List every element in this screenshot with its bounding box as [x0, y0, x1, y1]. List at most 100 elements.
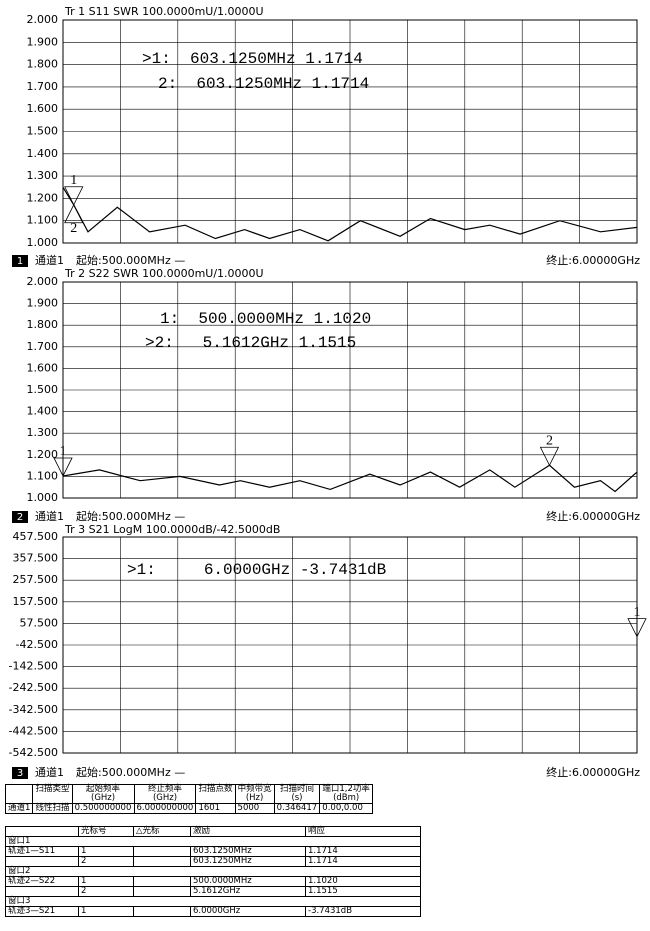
delta-marker — [133, 846, 191, 857]
table-row: 窗口2 — [5, 866, 421, 877]
marker — [627, 618, 647, 638]
table-cell: 0.346417 — [273, 803, 321, 814]
marker — [64, 186, 84, 206]
y-tick-label: 257.500 — [13, 573, 59, 586]
table-row: 光标号 △光标 激励 响应 — [5, 826, 421, 837]
marker-label: 1 — [634, 605, 641, 620]
channel-badge — [12, 511, 28, 523]
window-label: 窗口1 — [5, 836, 421, 847]
header-cell — [5, 826, 79, 837]
start-frequency: 起始:500.000MHz — — [76, 253, 185, 267]
y-tick-label: 1.400 — [27, 147, 59, 160]
stop-frequency: 终止:6.00000GHz — [546, 765, 640, 779]
header-cell: 扫描点数 — [195, 784, 236, 804]
table-cell: 5000 — [234, 803, 275, 814]
header-cell — [4, 784, 34, 804]
marker-number: 1 — [78, 876, 134, 887]
header-cell: 中频带宽 (Hz) — [234, 784, 275, 804]
trace-label: 轨迹3—S21 — [5, 906, 79, 917]
y-tick-label: 1.800 — [27, 318, 59, 331]
channel-name: 通道1 — [35, 765, 64, 779]
marker — [53, 457, 73, 477]
marker-readout: >1: 603.1250MHz 1.1714 — [142, 50, 363, 68]
trace-label: 轨迹2—S22 — [5, 876, 79, 887]
header-cell: △光标 — [133, 826, 191, 837]
y-tick-label: -142.500 — [9, 660, 58, 673]
channel-badge — [12, 255, 28, 267]
marker-number: 1 — [78, 846, 134, 857]
channel-name: 通道1 — [35, 509, 64, 523]
marker-number: 1 — [78, 906, 134, 917]
charts: 1.000 1.100 1.200 1.300 1.400 1.500 1.600 1.700… — [9, 5, 647, 779]
marker-label: 1 — [70, 173, 77, 188]
y-tick-label: 1.000 — [27, 236, 59, 249]
marker-label: 2 — [546, 433, 553, 448]
y-tick-label: -42.500 — [16, 638, 58, 651]
trace-label — [5, 856, 79, 867]
y-tick-label: 157.500 — [13, 595, 59, 608]
y-tick-label: 1.500 — [27, 383, 59, 396]
delta-marker — [133, 886, 191, 897]
marker-label: 2 — [70, 221, 77, 236]
y-tick-label: 1.300 — [27, 169, 59, 182]
y-tick-label: 1.900 — [27, 35, 59, 48]
trace-label: 轨迹1—S11 — [5, 846, 79, 857]
y-tick-label: -242.500 — [9, 681, 58, 694]
response: 1.1515 — [305, 886, 421, 897]
response: 1.1020 — [305, 876, 421, 887]
y-tick-label: 357.500 — [13, 552, 59, 565]
marker — [64, 203, 84, 224]
marker-readout: 1: 500.0000MHz 1.1020 — [160, 310, 371, 328]
table-row: 窗口3 — [5, 896, 421, 907]
table-row: 轨迹2—S22 1 500.0000MHz 1.1020 — [5, 876, 421, 887]
y-tick-label: 1.300 — [27, 426, 59, 439]
header-cell: 光标号 — [78, 826, 134, 837]
y-tick-label: 1.600 — [27, 361, 59, 374]
y-tick-label: 1.200 — [27, 448, 59, 461]
table-cell: 0.00,0.00 — [319, 803, 373, 814]
marker-label: 1 — [60, 444, 67, 459]
marker-readout: >2: 5.1612GHz 1.1515 — [145, 334, 356, 352]
table-cell: 6.000000000 — [133, 803, 197, 814]
trace — [62, 464, 638, 493]
start-frequency: 起始:500.000MHz — — [76, 765, 185, 779]
delta-marker — [133, 856, 191, 867]
marker-number: 2 — [78, 886, 134, 897]
marker-readout: 2: 603.1250MHz 1.1714 — [158, 75, 369, 93]
marker — [539, 446, 560, 467]
channel-badge — [12, 767, 28, 779]
table-row: 2 603.1250MHz 1.1714 — [5, 856, 421, 867]
y-tick-label: 1.100 — [27, 469, 59, 482]
y-tick-label: 1.900 — [27, 297, 59, 310]
table-row: 窗口1 — [5, 836, 421, 847]
trace-label — [5, 886, 79, 897]
y-tick-label: 57.500 — [20, 616, 59, 629]
window-label: 窗口3 — [5, 896, 421, 907]
header-cell: 起始频率 (GHz) — [71, 784, 135, 804]
y-tick-label: 1.600 — [27, 102, 59, 115]
y-tick-label: -442.500 — [9, 724, 58, 737]
sweep-table: 扫描类型 起始频率 (GHz) 终止频率 (GHz) 扫描点数 中频带宽 (Hz) 扫描时… — [4, 784, 373, 814]
table-row: 通道1 线性扫描 0.500000000 6.000000000 1601 5000 0.3… — [4, 803, 373, 814]
y-tick-label: 1.400 — [27, 405, 59, 418]
y-tick-label: 1.100 — [27, 214, 59, 227]
channel-name: 通道1 — [35, 253, 64, 267]
y-tick-label: -542.500 — [9, 746, 58, 759]
table-row: 轨迹3—S21 1 6.0000GHz -3.7431dB — [5, 906, 421, 917]
response: -3.7431dB — [305, 906, 421, 917]
stimulus: 5.1612GHz — [190, 886, 306, 897]
table-cell: 线性扫描 — [32, 803, 73, 814]
stimulus: 500.0000MHz — [190, 876, 306, 887]
table-row: 扫描类型 起始频率 (GHz) 终止频率 (GHz) 扫描点数 中频带宽 (Hz) 扫描时… — [4, 784, 373, 804]
table-row: 轨迹1—S11 1 603.1250MHz 1.1714 — [5, 846, 421, 857]
stop-frequency: 终止:6.00000GHz — [546, 253, 640, 267]
window-label: 窗口2 — [5, 866, 421, 877]
y-tick-label: 2.000 — [27, 13, 59, 26]
stop-frequency: 终止:6.00000GHz — [546, 509, 640, 523]
marker-table: 光标号 △光标 激励 响应 窗口1 轨迹1—S11 1 603.1250MHz 1.1714 2 6… — [5, 826, 421, 917]
y-tick-label: 457.500 — [13, 530, 59, 543]
header-cell: 扫描时间 (s) — [273, 784, 321, 804]
channel-number: 1 — [17, 256, 23, 267]
chart-title: Tr 2 S22 SWR 100.0000mU/1.0000U — [64, 267, 264, 280]
delta-marker — [133, 876, 191, 887]
